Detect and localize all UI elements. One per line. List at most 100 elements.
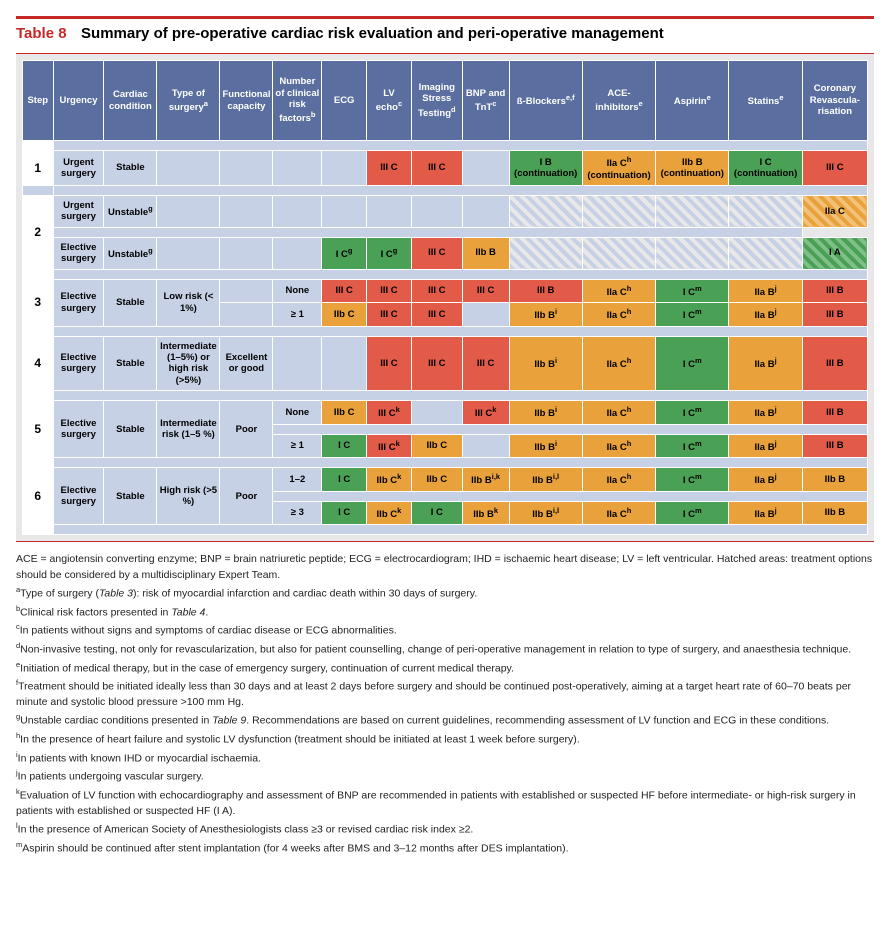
footnote: cIn patients without signs and symptoms … — [16, 622, 874, 639]
cell-value — [509, 237, 582, 269]
cell-value: ≥ 1 — [273, 303, 322, 327]
footnote: hIn the presence of heart failure and sy… — [16, 731, 874, 748]
col-header: Cardiac condition — [104, 61, 157, 141]
footnote: iIn patients with known IHD or myocardia… — [16, 750, 874, 767]
cell-urgency: Elective surgery — [53, 237, 104, 269]
cell-value: IIa Bj — [729, 501, 802, 525]
cell-step: 3 — [23, 279, 54, 326]
col-header: Urgency — [53, 61, 104, 141]
col-header: Statinse — [729, 61, 802, 141]
cell-cardiac: Stable — [104, 336, 157, 391]
cell-step: 6 — [23, 468, 54, 525]
col-header: Aspirine — [656, 61, 729, 141]
cell-value — [273, 195, 322, 227]
title-text: Summary of pre-operative cardiac risk ev… — [81, 25, 664, 42]
cell-cardiac: Unstableg — [104, 195, 157, 227]
cell-value — [220, 303, 273, 327]
col-header: ECG — [322, 61, 367, 141]
table-row — [23, 391, 868, 401]
cell-cardiac: Stable — [104, 279, 157, 326]
col-header: Number of clinical risk factorsb — [273, 61, 322, 141]
cell-value: IIa Ch — [582, 401, 655, 425]
cell-value: III B — [802, 303, 867, 327]
col-header: ACE-inhibitorse — [582, 61, 655, 141]
cell-value: I Cg — [367, 237, 412, 269]
cell-value — [367, 195, 412, 227]
cell-value: I C — [411, 501, 462, 525]
cell-value: I Cm — [656, 401, 729, 425]
cell-value — [220, 279, 273, 303]
cell-value: IIb Bi,l — [509, 468, 582, 492]
col-header: BNP and TnTc — [462, 61, 509, 141]
cell-urgency: Elective surgery — [53, 336, 104, 391]
cell-value: I Cm — [656, 501, 729, 525]
footnote: jIn patients undergoing vascular surgery… — [16, 768, 874, 785]
footnote: dNon-invasive testing, not only for reva… — [16, 641, 874, 658]
cell-urgency: Elective surgery — [53, 468, 104, 525]
footnote: kEvaluation of LV function with echocard… — [16, 787, 874, 819]
cell-value: III C — [802, 151, 867, 186]
cell-type: Low risk (< 1%) — [157, 279, 220, 326]
cell-value — [273, 237, 322, 269]
cell-value — [462, 303, 509, 327]
cell-value: III Ck — [462, 401, 509, 425]
cell-value: 1–2 — [273, 468, 322, 492]
cell-value: IIb Bi,k — [462, 468, 509, 492]
cell-value: IIa Ch (continuation) — [582, 151, 655, 186]
cell-cardiac: Stable — [104, 468, 157, 525]
cell-value: None — [273, 401, 322, 425]
footnote: mAspirin should be continued after stent… — [16, 840, 874, 857]
cell-value: None — [273, 279, 322, 303]
col-header: Step — [23, 61, 54, 141]
cell-value: IIa C — [802, 195, 867, 227]
cell-value — [729, 195, 802, 227]
cell-value — [656, 237, 729, 269]
table-row: 2Urgent surgeryUnstablegIIa C — [23, 195, 868, 227]
table-footnotes: ACE = angiotensin converting enzyme; BNP… — [16, 552, 874, 856]
cell-step: 4 — [23, 336, 54, 391]
cell-value: IIb Bi — [509, 303, 582, 327]
cell-value: IIb Ck — [367, 468, 412, 492]
cell-value: IIa Bj — [729, 336, 802, 391]
cell-value: IIa Ch — [582, 434, 655, 458]
cell-cardiac: Stable — [104, 151, 157, 186]
cell-value: IIa Bj — [729, 434, 802, 458]
cell-value: IIa Ch — [582, 501, 655, 525]
cell-value — [273, 151, 322, 186]
col-header: LV echoc — [367, 61, 412, 141]
cell-value: III C — [411, 279, 462, 303]
col-header: Imaging Stress Testingd — [411, 61, 462, 141]
cell-urgency: Elective surgery — [53, 279, 104, 326]
cell-functional: Poor — [220, 468, 273, 525]
col-header: Functional capacity — [220, 61, 273, 141]
cell-value: IIa Ch — [582, 279, 655, 303]
cell-value — [220, 151, 273, 186]
cell-value: I Cm — [656, 303, 729, 327]
cell-value: IIb B — [462, 237, 509, 269]
cell-value: IIa Bj — [729, 303, 802, 327]
cell-value — [157, 151, 220, 186]
cell-value: III C — [367, 303, 412, 327]
table-title: Table 8 Summary of pre-operative cardiac… — [16, 16, 874, 43]
cell-value — [729, 237, 802, 269]
cell-value: ≥ 3 — [273, 501, 322, 525]
cell-value: IIb B — [802, 468, 867, 492]
footnote: aType of surgery (Table 3): risk of myoc… — [16, 585, 874, 602]
cell-value: III C — [322, 279, 367, 303]
cell-type: High risk (>5 %) — [157, 468, 220, 525]
cell-value: IIb Bi — [509, 401, 582, 425]
cell-value: III B — [509, 279, 582, 303]
cell-value: III C — [367, 279, 412, 303]
cell-value: IIa Bj — [729, 468, 802, 492]
col-header: Type of surgerya — [157, 61, 220, 141]
cell-value: IIb C — [411, 434, 462, 458]
cell-value — [220, 237, 273, 269]
cell-value — [411, 401, 462, 425]
cell-value: I B (continuation) — [509, 151, 582, 186]
table-row — [23, 141, 868, 151]
table-row: 3Elective surgeryStableLow risk (< 1%)No… — [23, 279, 868, 303]
footnote: ACE = angiotensin converting enzyme; BNP… — [16, 552, 874, 582]
cell-value: IIb Bi — [509, 336, 582, 391]
cell-value: IIa Bj — [729, 401, 802, 425]
cell-value: I C — [322, 468, 367, 492]
